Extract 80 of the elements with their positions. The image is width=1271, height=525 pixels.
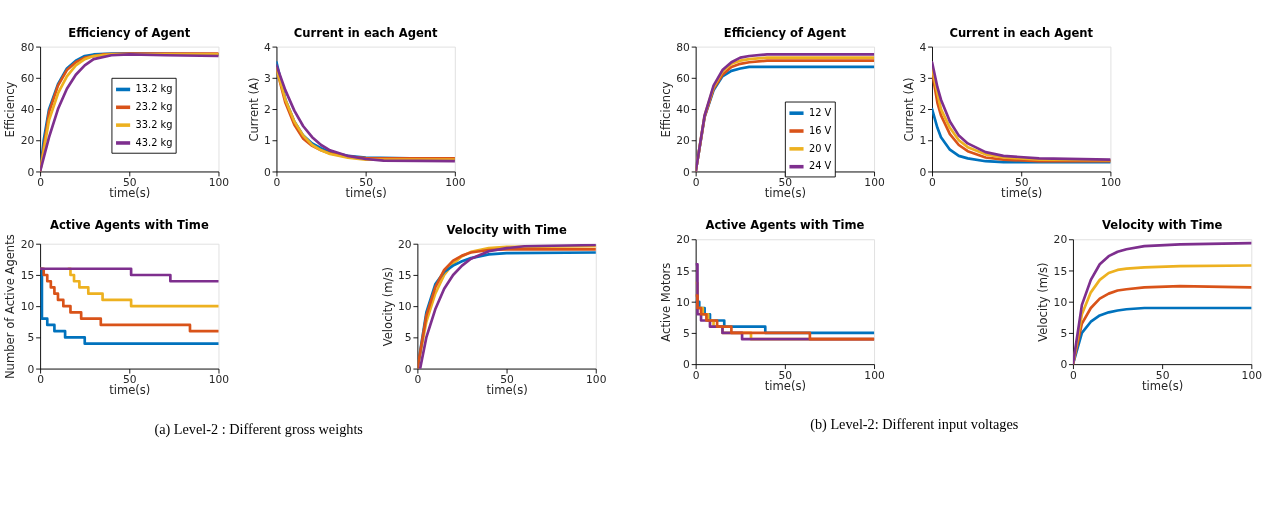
chart-title: Active Agents with Time <box>49 218 209 233</box>
y-tick-label: 10 <box>398 300 412 314</box>
x-tick-label: 0 <box>1070 368 1078 382</box>
y-tick-label: 3 <box>919 71 927 85</box>
y-tick-label: 80 <box>676 40 691 54</box>
y-axis-title: Current (A) <box>246 77 261 142</box>
text: (b) Level-2: Different input voltages <box>810 416 1019 434</box>
y-tick-label: 5 <box>404 331 412 345</box>
y-tick-label: 10 <box>676 295 691 309</box>
y-axis-title: Number of Active Agents <box>3 234 18 380</box>
y-tick-label: 40 <box>20 103 35 117</box>
chart-title: Velocity with Time <box>1102 218 1223 233</box>
chart-title: Current in each Agent <box>293 25 439 40</box>
x-tick-label: 100 <box>864 176 885 190</box>
y-tick-label: 1 <box>263 134 271 148</box>
y-tick-label: 0 <box>263 165 271 179</box>
y-tick-label: 10 <box>1053 295 1068 309</box>
x-tick-label: 100 <box>1100 176 1122 190</box>
y-tick-label: 0 <box>27 165 35 179</box>
legend-label: 16 V <box>808 124 832 136</box>
y-axis-title: Velocity (m/s) <box>1036 262 1051 342</box>
legend-label: 43.2 kg <box>135 136 173 148</box>
y-tick-label: 60 <box>20 71 35 85</box>
y-tick-label: 5 <box>683 326 690 340</box>
y-tick-label: 15 <box>676 264 690 278</box>
y-tick-label: 0 <box>683 358 691 372</box>
y-tick-label: 0 <box>683 165 691 179</box>
y-axis-title: Active Motors <box>659 262 674 342</box>
x-tick-label: 100 <box>1241 368 1263 382</box>
y-tick-label: 5 <box>1060 326 1068 340</box>
x-tick-label: 0 <box>692 176 700 190</box>
x-tick-label: 100 <box>208 176 230 190</box>
y-axis-title: Velocity (m/s) <box>380 266 395 347</box>
chart-title: Efficiency of Agent <box>68 25 191 40</box>
legend-label: 13.2 kg <box>135 83 173 95</box>
x-tick-label: 0 <box>37 176 45 190</box>
y-tick-label: 10 <box>20 300 35 314</box>
y-tick-label: 0 <box>919 165 927 179</box>
y-tick-label: 20 <box>676 134 691 148</box>
chart-title: Velocity with Time <box>446 222 567 237</box>
x-tick-label: 0 <box>929 176 937 190</box>
x-tick-label: 0 <box>273 176 281 190</box>
y-tick-label: 4 <box>919 40 927 54</box>
y-axis-title: Current (A) <box>902 77 917 142</box>
chart-title: Efficiency of Agent <box>723 25 847 40</box>
y-tick-label: 1 <box>919 134 927 148</box>
x-tick-label: 100 <box>864 368 885 382</box>
legend-label: 24 V <box>808 160 832 172</box>
chart-title: Active Agents with Time <box>705 218 865 233</box>
x-tick-label: 0 <box>692 368 700 382</box>
y-tick-label: 15 <box>20 268 35 282</box>
x-tick-label: 0 <box>414 373 422 387</box>
y-tick-label: 2 <box>263 103 271 117</box>
y-tick-label: 20 <box>20 237 35 251</box>
chart-title: Current in each Agent <box>949 25 1094 40</box>
y-tick-label: 3 <box>263 71 271 85</box>
y-tick-label: 2 <box>919 103 927 117</box>
y-tick-label: 4 <box>263 40 271 54</box>
y-tick-label: 15 <box>398 268 412 282</box>
x-tick-label: 0 <box>37 373 45 387</box>
y-tick-label: 15 <box>1053 264 1068 278</box>
y-tick-label: 20 <box>398 237 412 251</box>
y-tick-label: 20 <box>20 134 35 148</box>
y-tick-label: 5 <box>27 331 35 345</box>
legend-label: 33.2 kg <box>135 118 173 130</box>
text: (a) Level-2 : Different gross weights <box>154 420 364 438</box>
y-axis-title: Efficiency <box>3 81 18 138</box>
legend-label: 23.2 kg <box>135 100 173 112</box>
y-tick-label: 20 <box>1053 233 1068 247</box>
legend-label: 12 V <box>808 106 832 118</box>
x-tick-label: 100 <box>445 176 466 190</box>
y-axis-title: Efficiency <box>659 81 674 138</box>
y-tick-label: 40 <box>676 103 691 117</box>
y-tick-label: 20 <box>676 233 691 247</box>
y-tick-label: 60 <box>676 71 691 85</box>
y-tick-label: 80 <box>20 40 35 54</box>
x-tick-label: 100 <box>208 373 230 387</box>
legend-label: 20 V <box>808 142 832 154</box>
x-tick-label: 100 <box>586 373 607 387</box>
y-tick-label: 0 <box>1060 358 1068 372</box>
